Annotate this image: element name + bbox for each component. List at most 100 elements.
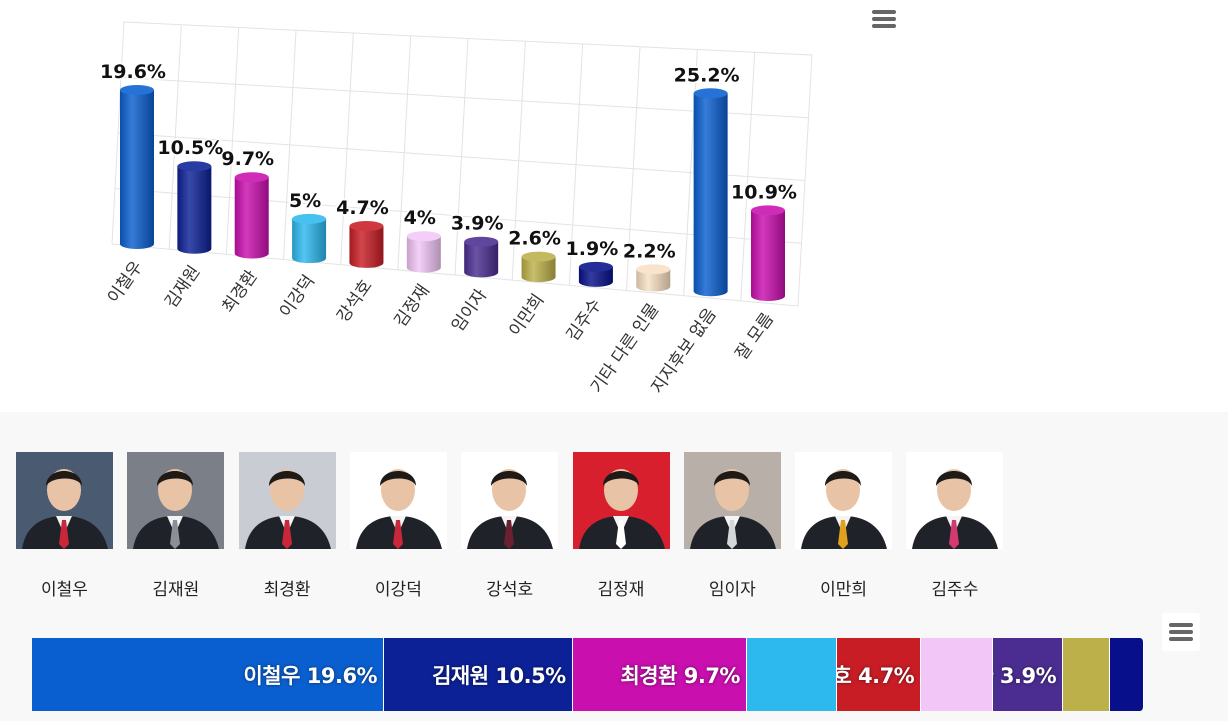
cylinder-bar[interactable] xyxy=(349,220,384,268)
cylinder-bar[interactable] xyxy=(521,251,556,283)
data-label: 5% xyxy=(289,190,321,212)
cylinder-bar[interactable] xyxy=(578,261,613,287)
cylinder-top xyxy=(578,261,613,272)
stack-segment[interactable]: 이철우 19.6% xyxy=(32,638,385,711)
cylinder-bar[interactable] xyxy=(177,161,212,254)
stack-segment[interactable]: 강석호 4.7% xyxy=(836,638,922,711)
category-tick-label: 강석호 xyxy=(333,276,376,326)
category-tick-label: 잘 모름 xyxy=(732,309,778,363)
candidate-photo xyxy=(683,452,781,549)
stack-segment[interactable]: 임이자 3.9% xyxy=(993,638,1064,711)
cylinder-top xyxy=(751,205,785,216)
category-tick-label: 김재원 xyxy=(161,262,204,312)
stack-segment[interactable] xyxy=(1063,638,1110,711)
candidate-name: 김재원 xyxy=(152,580,200,600)
cylinder-top xyxy=(349,220,384,231)
hamburger-menu-icon xyxy=(1169,623,1193,627)
cylinder-bar[interactable] xyxy=(292,213,327,264)
data-label: 2.2% xyxy=(623,240,676,262)
cylinder-chart-panel: 19.6% 이철우 10.5% 김재원 9.7% 최경환 5% 이강덕 4.7% 강석호 4% 김정재… xyxy=(99,0,903,398)
candidate-name: 이강덕 xyxy=(374,580,422,600)
candidate-photo xyxy=(461,452,559,549)
data-label: 10.9% xyxy=(731,181,797,203)
chart-menu-button[interactable] xyxy=(865,0,903,38)
data-label: 25.2% xyxy=(674,64,740,86)
category-tick-label: 이철우 xyxy=(104,257,147,307)
candidate-panel: 이철우 김재원 최경환 이강덕 강석호 김정재 임이자 이만희 김주수 이철우 19.6% 김재원… xyxy=(0,412,1228,721)
stacked-bar-chart: 이철우 19.6% 김재원 10.5% 최경환 9.7% 강석호 4.7% 임이자 3.… xyxy=(32,638,1144,711)
cylinder-body xyxy=(636,269,671,292)
cylinder-body xyxy=(177,166,212,254)
data-label: 4% xyxy=(404,207,436,229)
candidate-name: 임이자 xyxy=(708,580,756,600)
data-label: 2.6% xyxy=(508,228,561,250)
cylinder-top xyxy=(521,251,556,262)
candidate-name: 최경환 xyxy=(263,580,311,600)
cylinder-bar[interactable] xyxy=(234,172,269,259)
cylinder-bar[interactable] xyxy=(120,85,154,249)
cylinder-chart: 19.6% 이철우 10.5% 김재원 9.7% 최경환 5% 이강덕 4.7% 강석호 4% 김정재… xyxy=(99,21,813,398)
cylinder-bar[interactable] xyxy=(406,231,441,273)
stack-segment[interactable] xyxy=(746,638,837,711)
cylinder-body xyxy=(693,93,728,297)
stack-segment[interactable] xyxy=(921,638,994,711)
cylinder-body xyxy=(349,225,384,268)
stack-segment[interactable] xyxy=(1109,638,1144,711)
category-tick-label: 임이자 xyxy=(448,285,492,335)
segment-label: 강석호 4.7% xyxy=(837,663,915,688)
data-label: 1.9% xyxy=(566,238,619,260)
cylinder-body xyxy=(120,90,154,249)
cylinder-top xyxy=(636,264,671,275)
cylinder-bar[interactable] xyxy=(693,88,728,297)
stack-segment[interactable]: 김재원 10.5% xyxy=(384,638,573,711)
candidate-photo xyxy=(572,452,670,549)
candidate-name: 이만희 xyxy=(820,580,868,600)
data-label: 19.6% xyxy=(100,61,166,83)
cylinder-body xyxy=(234,177,269,259)
stack-segment[interactable]: 최경환 9.7% xyxy=(572,638,747,711)
cylinder-body xyxy=(751,210,785,301)
candidate-name: 김정재 xyxy=(597,580,645,600)
cylinder-top xyxy=(693,88,728,99)
category-tick-label: 이강덕 xyxy=(276,272,319,322)
candidate-name: 김주수 xyxy=(931,580,979,600)
candidate-name: 이철우 xyxy=(41,580,88,600)
segment-label: 김재원 10.5% xyxy=(432,663,566,688)
category-tick-label: 김주수 xyxy=(563,295,606,345)
segment-label: 최경환 9.7% xyxy=(620,663,740,688)
candidate-photo xyxy=(16,452,113,549)
segment-label: 이철우 19.6% xyxy=(243,663,378,688)
cylinder-body xyxy=(578,266,613,287)
category-tick-label: 김정재 xyxy=(391,281,434,331)
cylinder-top xyxy=(406,231,441,242)
data-label: 3.9% xyxy=(451,213,504,235)
data-label: 4.7% xyxy=(336,197,389,219)
candidate-photo xyxy=(349,452,447,549)
cylinder-body xyxy=(406,236,441,273)
stack-chart-menu-button[interactable] xyxy=(1162,613,1200,651)
cylinder-bar[interactable] xyxy=(464,236,499,278)
cylinder-top xyxy=(234,172,269,183)
category-tick-label: 최경환 xyxy=(219,267,262,317)
candidate-photo xyxy=(795,452,893,549)
category-tick-label: 이만희 xyxy=(505,290,548,340)
candidate-photo xyxy=(238,452,336,549)
cylinder-bar[interactable] xyxy=(636,264,671,292)
data-label: 9.7% xyxy=(221,148,274,170)
chart-grid xyxy=(111,21,813,307)
cylinder-bar[interactable] xyxy=(751,205,785,301)
category-tick-label: 지지후보 없음 xyxy=(647,305,720,398)
cylinder-top xyxy=(464,236,499,247)
data-label: 10.5% xyxy=(157,137,223,159)
cylinder-body xyxy=(464,241,499,278)
cylinder-top xyxy=(292,213,327,224)
candidate-name: 강석호 xyxy=(486,580,534,600)
candidate-photo xyxy=(127,452,225,549)
cylinder-body xyxy=(292,218,327,264)
candidate-photo xyxy=(906,452,1004,549)
cylinder-top xyxy=(120,85,154,95)
cylinder-top xyxy=(177,161,212,172)
segment-label: 임이자 3.9% xyxy=(993,663,1057,688)
hamburger-menu-icon xyxy=(872,10,896,14)
cylinder-body xyxy=(521,256,556,283)
